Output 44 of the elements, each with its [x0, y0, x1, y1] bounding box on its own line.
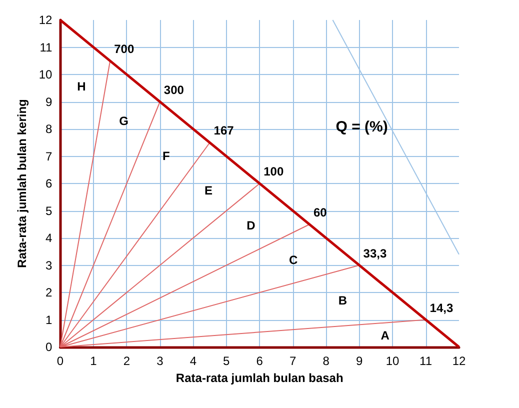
y-tick-label: 8	[46, 122, 53, 136]
y-tick-label: 2	[46, 286, 53, 300]
series-label: Q = (%)	[336, 118, 388, 136]
series-label: 700	[114, 42, 134, 56]
x-tick-label: 10	[386, 354, 400, 368]
annotation: G	[119, 114, 128, 128]
x-tick-label: 5	[223, 354, 230, 368]
annotation: E	[204, 184, 213, 198]
x-tick-label: 6	[256, 354, 264, 368]
annotation: H	[77, 79, 86, 94]
series-label: 100	[264, 164, 284, 178]
x-tick-label: 2	[123, 354, 130, 368]
x-tick-label: 4	[190, 354, 197, 368]
y-tick-label: 5	[46, 204, 53, 218]
x-tick-label: 1	[90, 354, 98, 368]
annotation: B	[338, 294, 348, 308]
x-tick-label: 11	[420, 354, 432, 368]
y-tick-label: 10	[38, 68, 53, 82]
x-tick-label: 3	[156, 354, 164, 368]
series-label: 14,3	[430, 300, 454, 315]
x-tick-label: 7	[290, 354, 297, 368]
x-axis-title: Rata-rata jumlah bulan basah	[176, 370, 344, 385]
y-tick-label: 12	[38, 13, 53, 27]
annotation: F	[162, 148, 170, 163]
x-tick-label: 8	[322, 354, 330, 368]
x-tick-label: 9	[356, 354, 363, 368]
x-tick-label: 0	[56, 354, 64, 368]
y-tick-label: 1	[46, 312, 53, 327]
series-label: 60	[313, 205, 328, 220]
annotation: A	[380, 328, 390, 342]
y-tick-label: 6	[46, 176, 53, 190]
y-tick-label: 7	[46, 149, 53, 164]
y-tick-label: 3	[46, 258, 53, 272]
y-tick-label: 4	[46, 231, 53, 245]
series-label: 33,3	[363, 246, 387, 260]
x-tick-label: 12	[452, 354, 466, 368]
y-tick-label: 9	[46, 94, 53, 109]
annotation: C	[288, 253, 298, 268]
annotation: D	[246, 218, 256, 232]
series-label: 167	[214, 124, 234, 138]
y-tick-label: 0	[46, 340, 53, 354]
y-tick-label: 11	[40, 40, 53, 54]
y-axis-title: Rata-rata jumlah bulan kering	[15, 99, 29, 268]
series-label: 300	[164, 82, 184, 97]
